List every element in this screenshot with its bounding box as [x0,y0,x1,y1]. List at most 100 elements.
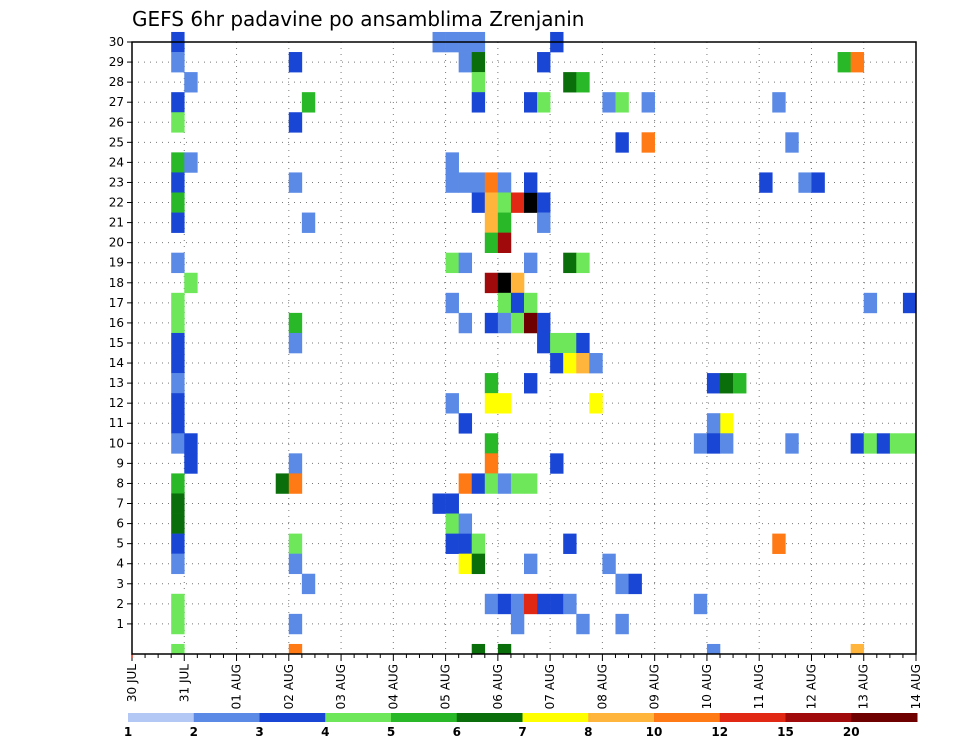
precip-cell [563,252,577,274]
x-tick-label: 11 AUG [752,664,766,709]
precip-cell [693,433,708,454]
precip-cell [484,433,499,454]
precip-cell [458,413,473,434]
precip-cell [524,553,538,575]
precip-cell [471,92,486,113]
precip-cell [785,132,799,153]
y-tick-label: 4 [116,557,124,571]
precip-cell [171,513,185,534]
x-tick-label: 06 AUG [491,664,505,709]
precip-cell [171,353,185,374]
precip-cell [524,593,538,615]
y-tick-label: 23 [109,175,124,189]
precip-cell [171,292,185,314]
colorbar-swatch [456,713,523,722]
precip-cell [641,92,655,113]
precip-cell [497,393,512,414]
y-tick-label: 8 [116,476,124,490]
precip-cell [471,533,486,554]
y-tick-label: 20 [109,236,124,250]
precip-cell [458,513,473,534]
precip-cell [863,433,878,454]
precip-cell [537,593,551,615]
y-tick-label: 30 [109,35,124,49]
x-tick-label: 01 AUG [230,664,244,709]
precip-cell [288,52,303,73]
y-tick-label: 19 [109,256,124,270]
x-tick-label: 05 AUG [439,664,453,709]
precip-cell [576,252,590,274]
precip-cell [171,593,185,615]
precip-cell [275,473,290,494]
precip-cell [550,453,564,474]
precip-cell [184,272,198,294]
precip-cell [301,212,316,233]
x-tick-label: 07 AUG [543,664,557,709]
colorbar-label: 1 [124,725,132,739]
precip-cell [288,643,303,655]
precip-cell [484,593,499,615]
x-axis-date-labels: 30 JUL 31 JUL 01 AUG 02 AUG 03 AUG 04 AUG 05 A… [125,654,923,709]
precip-cell [524,172,538,193]
precip-cell [484,453,499,474]
precip-cell [720,373,734,394]
y-tick-label: 9 [116,456,124,470]
precip-cell [458,553,473,575]
precip-cell [902,292,917,314]
chart-title: GEFS 6hr padavine po ansamblima Zrenjani… [132,7,584,31]
y-tick-label: 24 [109,155,124,169]
x-tick-label: 08 AUG [595,664,609,709]
precip-cell [563,332,577,354]
precip-cell [171,92,185,113]
precip-cell [171,152,185,173]
precip-cell [458,473,473,494]
precip-cell [171,473,185,494]
precip-cell [524,92,538,113]
y-tick-label: 26 [109,115,124,129]
precip-cell [497,192,512,213]
precip-cell [484,172,499,193]
precip-cell [837,52,851,73]
precip-cell [171,212,185,233]
y-tick-label: 1 [116,617,124,631]
precip-cell [445,172,459,193]
precip-cell [288,312,303,334]
precip-cell [537,92,551,113]
y-tick-label: 10 [109,436,124,450]
precip-cell [615,613,629,635]
precip-cell [628,573,642,595]
precip-cell [876,433,891,454]
precip-cell [706,373,721,394]
precip-cell [171,643,185,655]
precip-cell [471,553,486,575]
precip-cell [445,152,459,173]
colorbar-swatch [259,713,326,722]
precip-cell [184,72,198,93]
precip-cell [563,72,577,93]
precip-cell [497,172,512,193]
precip-cell [445,252,459,274]
y-tick-label: 12 [109,396,124,410]
precip-cell [432,493,446,514]
x-tick-label: 14 AUG [909,664,923,709]
precip-cell [510,613,525,635]
y-tick-label: 15 [109,336,124,350]
precip-cell [445,513,459,534]
y-tick-label: 22 [109,196,124,210]
precip-cell [733,373,747,394]
y-tick-label: 14 [109,356,124,370]
precip-cell [497,212,512,233]
precip-cell [497,593,512,615]
precip-cell [576,353,590,374]
precip-cell [641,132,655,153]
precip-cell [589,393,603,414]
precip-cell [288,172,303,193]
precip-cell [524,312,538,334]
colorbar-label: 2 [190,725,198,739]
precip-cell [484,272,499,294]
precip-cell [798,172,812,193]
y-tick-label: 17 [109,296,124,310]
x-tick-label: 10 AUG [700,664,714,709]
y-tick-label: 16 [109,316,124,330]
